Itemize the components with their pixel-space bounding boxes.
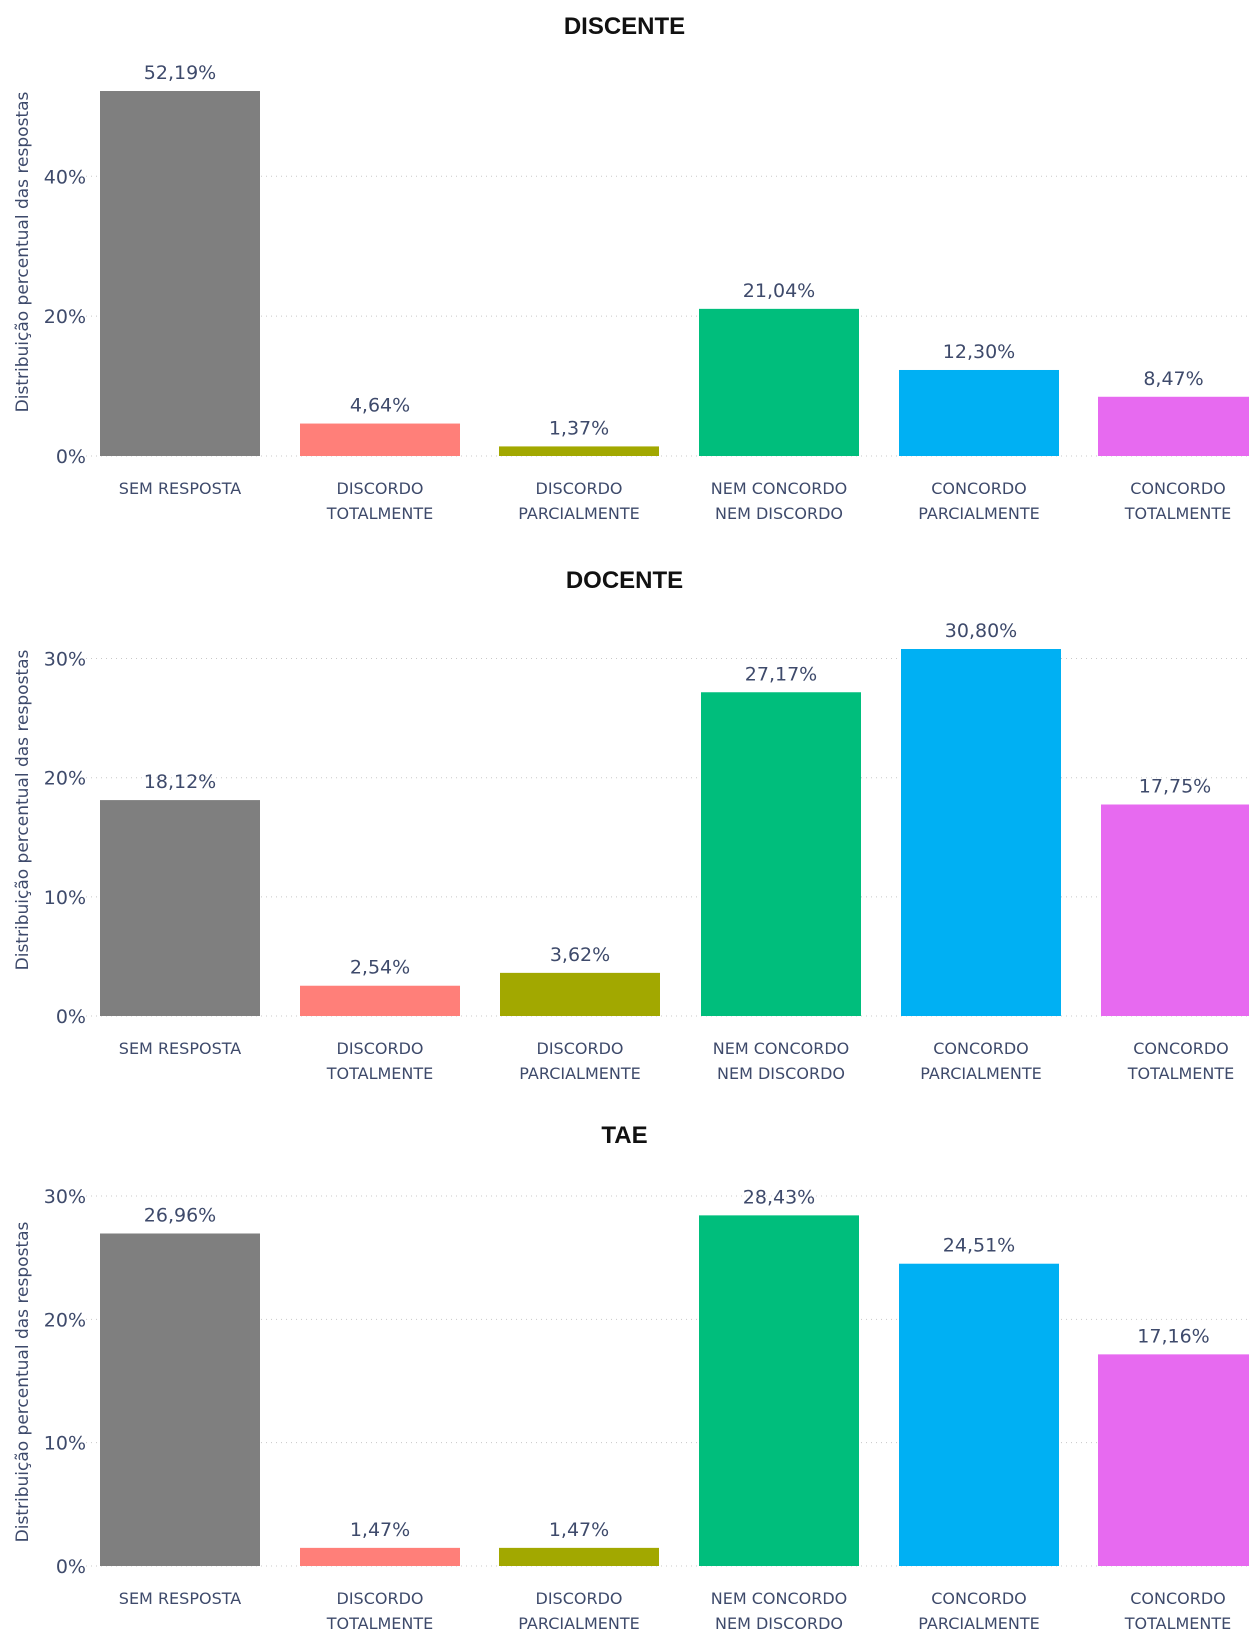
category-label: SEM RESPOSTA (119, 479, 241, 498)
y-tick-label: 10% (44, 887, 86, 909)
bar[interactable] (899, 369, 1059, 456)
data-label: 8,47% (1143, 368, 1203, 390)
chart-title: DOCENTE (566, 567, 683, 594)
category-label: NEM CONCORDO NEM DISCORDO (711, 1589, 848, 1631)
bar[interactable] (1098, 396, 1249, 456)
data-label: 21,04% (743, 280, 815, 302)
category-label: SEM RESPOSTA (119, 1589, 241, 1608)
category-label: DISCORDO TOTALMENTE (326, 1589, 434, 1631)
data-label: 1,37% (549, 417, 609, 439)
bar[interactable] (899, 1263, 1059, 1566)
data-label: 28,43% (743, 1186, 815, 1208)
bar[interactable] (701, 692, 861, 1016)
bar[interactable] (699, 1215, 859, 1566)
bar[interactable] (1101, 804, 1249, 1016)
bar[interactable] (300, 1547, 460, 1566)
data-label: 4,64% (350, 395, 410, 417)
category-label: DISCORDO PARCIALMENTE (518, 1589, 639, 1631)
category-label: CONCORDO PARCIALMENTE (920, 1039, 1041, 1083)
data-label: 1,47% (350, 1519, 410, 1541)
data-label: 2,54% (350, 957, 410, 979)
y-tick-label: 30% (44, 1186, 86, 1208)
bar[interactable] (499, 1547, 659, 1566)
y-tick-label: 0% (56, 446, 86, 468)
data-label: 17,75% (1139, 775, 1211, 797)
category-label: CONCORDO PARCIALMENTE (918, 479, 1039, 523)
category-label: SEM RESPOSTA (119, 1039, 241, 1058)
chart-panel-docente: DOCENTE Distribuição percentual das respo… (13, 567, 1249, 1083)
y-axis-label: Distribuição percentual das respostas (13, 649, 33, 970)
bar[interactable] (699, 308, 859, 456)
bar[interactable] (100, 800, 260, 1016)
category-label: DISCORDO PARCIALMENTE (518, 479, 639, 523)
y-tick-label: 30% (44, 649, 86, 671)
chart-panel-tae: TAE Distribuição percentual das respostas… (13, 1122, 1249, 1631)
data-label: 12,30% (943, 341, 1015, 363)
bar[interactable] (1098, 1354, 1249, 1566)
y-tick-label: 10% (44, 1433, 86, 1455)
y-axis-label: Distribuição percentual das respostas (13, 1221, 33, 1542)
bar[interactable] (901, 649, 1061, 1016)
y-axis-label: Distribuição percentual das respostas (13, 91, 33, 412)
chart-title: DISCENTE (564, 13, 685, 40)
category-label: NEM CONCORDO NEM DISCORDO (713, 1039, 850, 1083)
y-tick-label: 0% (56, 1556, 86, 1578)
category-label: CONCORDO TOTALMENTE (1127, 1039, 1235, 1083)
y-tick-label: 0% (56, 1006, 86, 1028)
category-label: CONCORDO PARCIALMENTE (918, 1589, 1039, 1631)
y-tick-label: 20% (44, 768, 86, 790)
data-label: 26,96% (144, 1204, 216, 1226)
data-label: 1,47% (549, 1519, 609, 1541)
category-label: DISCORDO TOTALMENTE (326, 479, 434, 523)
data-label: 30,80% (945, 620, 1017, 642)
chart-panel-discente: DISCENTE Distribuição percentual das resp… (13, 13, 1249, 523)
bar[interactable] (100, 91, 260, 456)
data-label: 27,17% (745, 663, 817, 685)
category-label: DISCORDO PARCIALMENTE (519, 1039, 640, 1083)
chart-title: TAE (601, 1122, 647, 1149)
bar[interactable] (300, 423, 460, 456)
data-label: 17,16% (1137, 1325, 1209, 1347)
bar[interactable] (300, 985, 460, 1016)
bar[interactable] (499, 446, 659, 456)
y-tick-label: 20% (44, 1309, 86, 1331)
category-label: NEM CONCORDO NEM DISCORDO (711, 479, 848, 523)
data-label: 18,12% (144, 771, 216, 793)
category-label: CONCORDO TOTALMENTE (1124, 479, 1232, 523)
data-label: 52,19% (144, 62, 216, 84)
y-tick-label: 40% (44, 166, 86, 188)
y-tick-label: 20% (44, 306, 86, 328)
category-label: DISCORDO TOTALMENTE (326, 1039, 434, 1083)
bar[interactable] (500, 972, 660, 1016)
category-label: CONCORDO TOTALMENTE (1124, 1589, 1232, 1631)
data-label: 3,62% (550, 944, 610, 966)
bar[interactable] (100, 1233, 260, 1566)
data-label: 24,51% (943, 1235, 1015, 1257)
